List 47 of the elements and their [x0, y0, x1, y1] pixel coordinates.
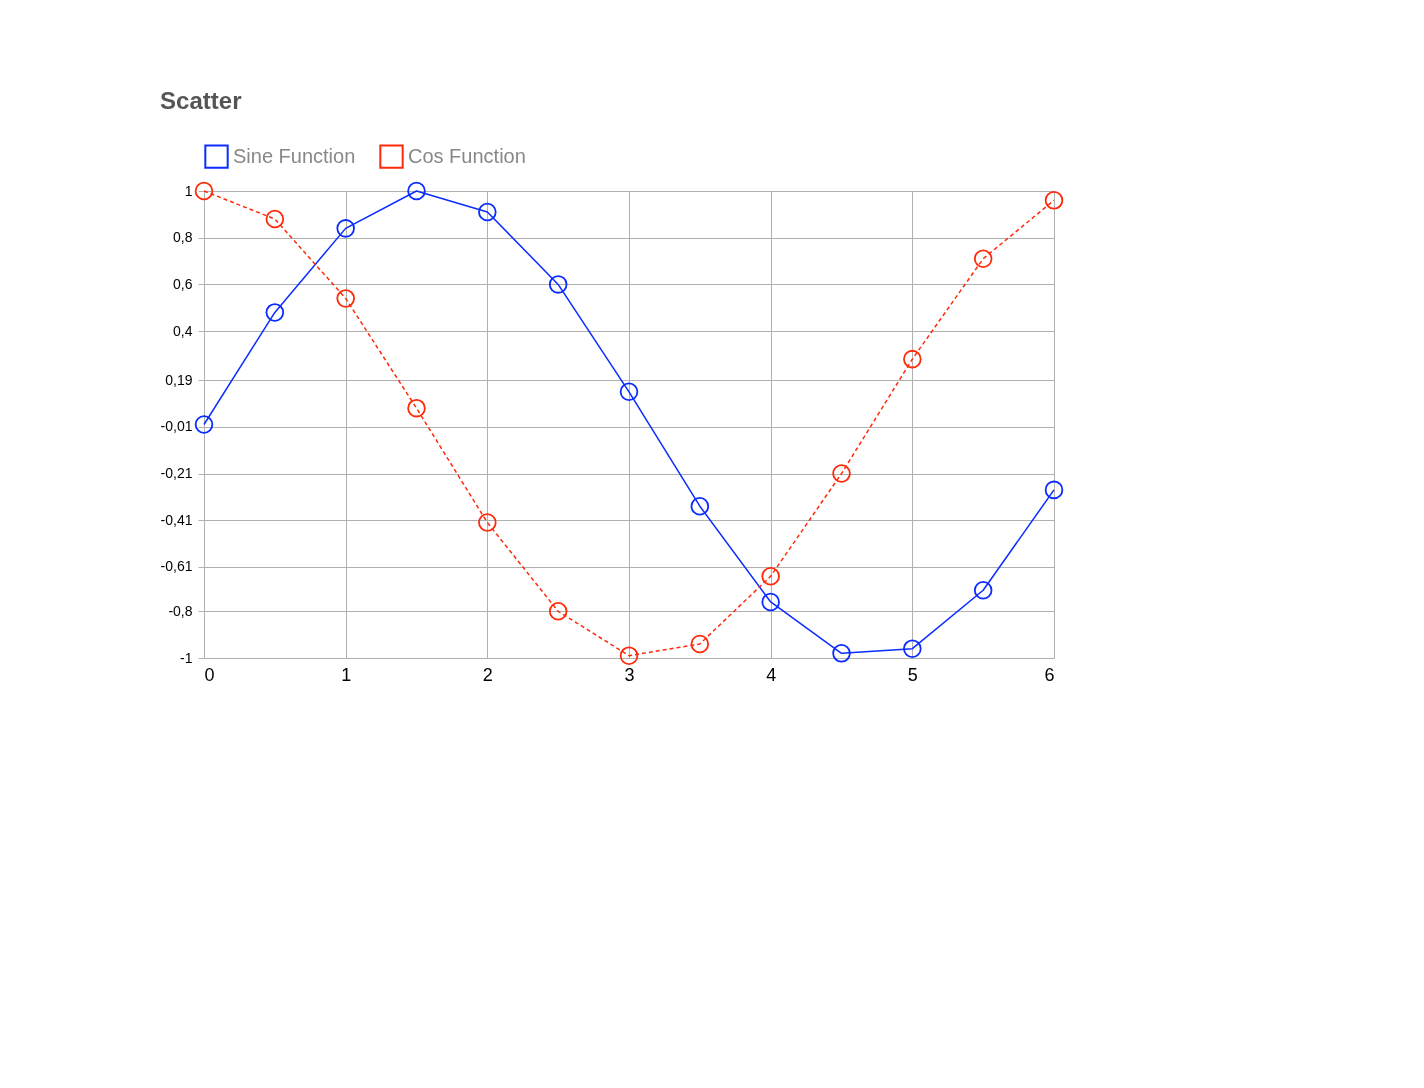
- point: [619, 646, 639, 665]
- point: [832, 644, 851, 663]
- point: [690, 634, 710, 654]
- point: [336, 219, 355, 238]
- point: [903, 639, 922, 658]
- y-tick-label: 1: [184, 182, 193, 199]
- y-tick-label: -0,01: [160, 418, 193, 435]
- point: [973, 581, 993, 600]
- x-tick-label: 5: [907, 664, 918, 685]
- point: [336, 289, 355, 308]
- point: [761, 592, 780, 612]
- point: [690, 496, 710, 516]
- point: [194, 181, 214, 201]
- legend-label: Sine Function: [233, 144, 356, 167]
- point: [548, 602, 568, 621]
- x-tick-label: 0: [204, 664, 215, 685]
- y-tick-label: 0,19: [165, 371, 193, 388]
- point: [1044, 191, 1064, 210]
- point: [548, 275, 568, 294]
- point: [832, 464, 851, 483]
- x-tick-label: 1: [341, 664, 352, 685]
- chart-title: Scatter: [160, 87, 242, 114]
- point: [265, 303, 285, 322]
- y-tick-label: -0,21: [160, 465, 193, 482]
- point: [1044, 480, 1064, 500]
- point: [194, 415, 214, 434]
- point: [478, 202, 497, 222]
- point: [903, 349, 922, 369]
- point: [407, 181, 426, 201]
- y-tick-label: -0,8: [168, 602, 193, 619]
- point: [619, 382, 639, 402]
- point: [478, 513, 497, 532]
- x-tick-label: 3: [624, 664, 635, 685]
- y-tick-label: 0,4: [173, 322, 193, 339]
- legend-label: Cos Function: [408, 144, 526, 167]
- x-tick-label: 2: [482, 664, 493, 685]
- y-tick-label: 0,6: [173, 275, 193, 292]
- point: [407, 398, 426, 418]
- y-tick-label: -1: [180, 649, 193, 666]
- point: [761, 567, 780, 586]
- x-tick-label: 6: [1044, 664, 1055, 685]
- y-tick-label: -0,41: [160, 511, 193, 528]
- x-tick-label: 4: [766, 664, 777, 685]
- y-tick-label: -0,61: [160, 558, 193, 575]
- y-tick-label: 0,8: [173, 229, 193, 246]
- point: [973, 249, 993, 268]
- point: [265, 209, 285, 229]
